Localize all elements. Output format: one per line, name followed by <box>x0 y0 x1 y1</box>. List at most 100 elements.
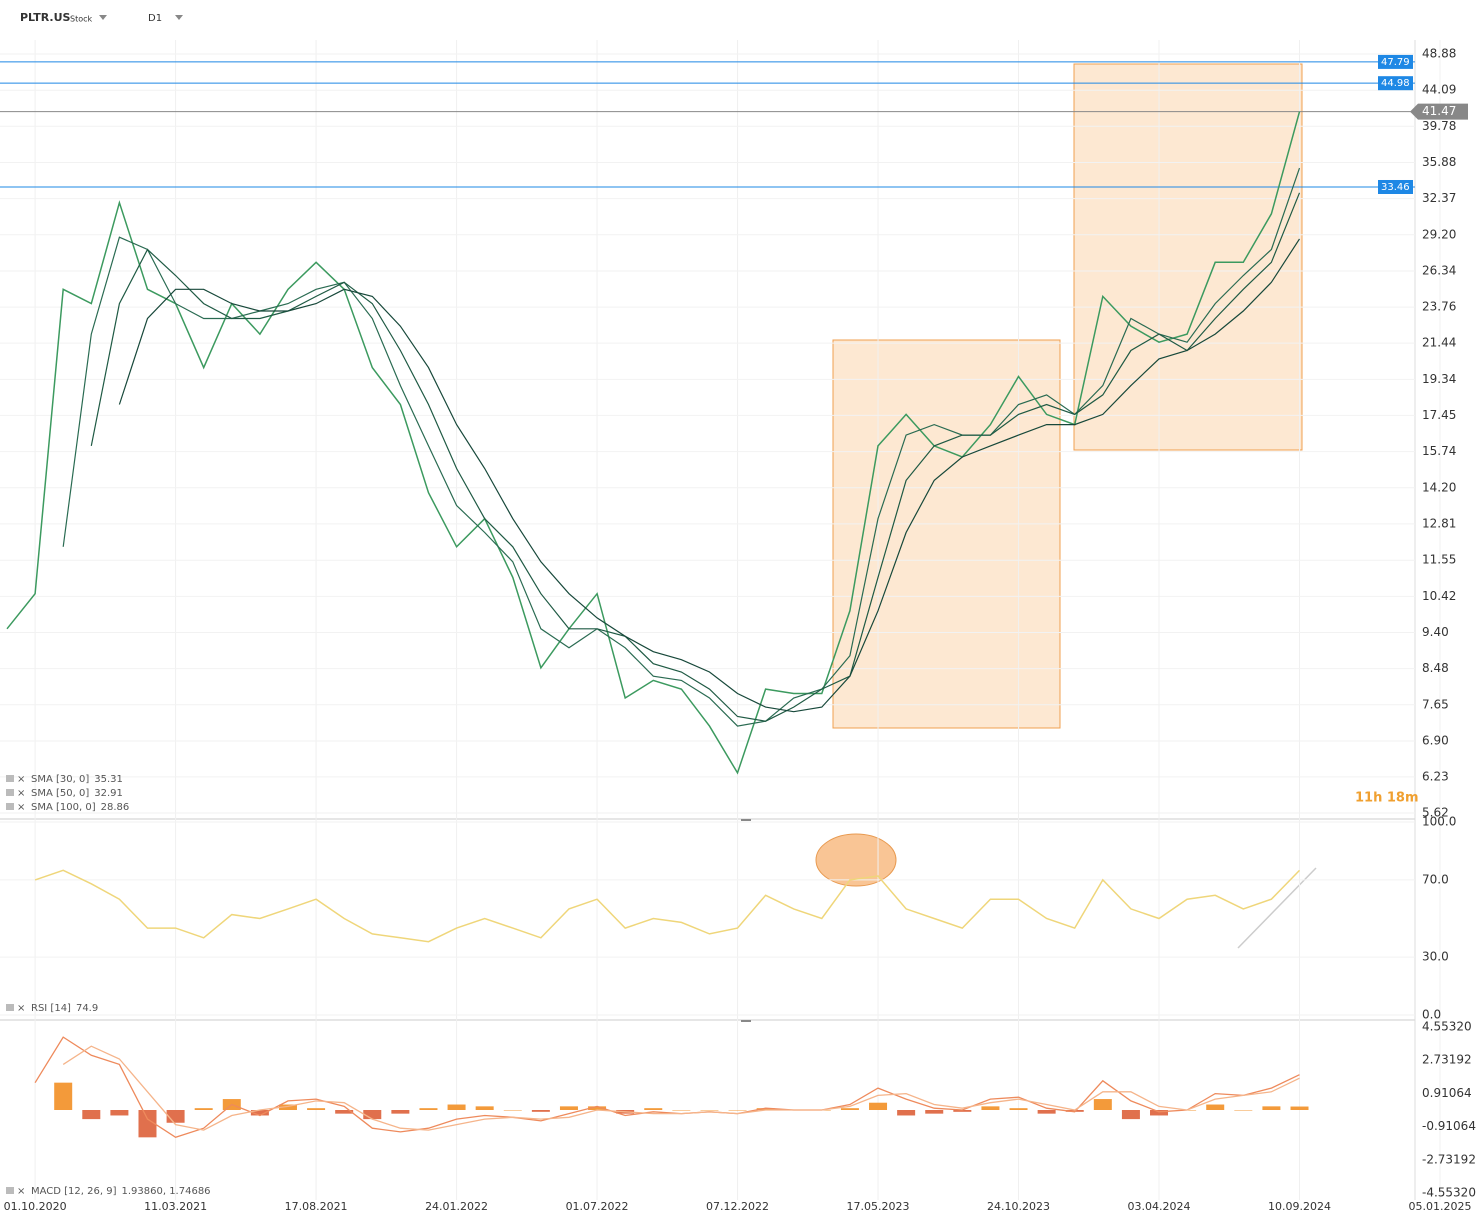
x-tick-label: 24.10.2023 <box>987 1200 1050 1213</box>
histogram-bar <box>840 1108 859 1110</box>
x-tick-label: 01.07.2022 <box>566 1200 629 1213</box>
y-tick-label: 39.78 <box>1422 119 1456 133</box>
series-line <box>118 238 1301 713</box>
trend-line <box>1237 867 1317 949</box>
histogram-bar <box>1262 1106 1281 1110</box>
x-tick-label: 17.08.2021 <box>285 1200 348 1213</box>
histogram-bar <box>1290 1106 1309 1110</box>
histogram-bar <box>110 1110 129 1116</box>
y-tick-label: 35.88 <box>1422 155 1456 169</box>
y-tick-label: 19.34 <box>1422 372 1456 386</box>
y-tick-label: 48.88 <box>1422 47 1456 61</box>
histogram-bar <box>1150 1110 1169 1116</box>
histogram-bar <box>644 1108 663 1110</box>
histogram-bar <box>363 1110 382 1120</box>
y-tick-label: 44.09 <box>1422 83 1456 97</box>
legend-name: RSI [14] <box>31 1003 71 1014</box>
histogram-bar <box>588 1106 607 1110</box>
histogram-bar <box>391 1110 410 1114</box>
histogram-bar <box>756 1108 775 1110</box>
histogram-bar <box>307 1108 326 1110</box>
y-tick-label: 14.20 <box>1422 480 1456 494</box>
histogram-bar <box>1093 1099 1112 1110</box>
y-tick-label: 11.55 <box>1422 553 1456 567</box>
y-tick-label: 17.45 <box>1422 408 1456 422</box>
legend-entry: SMA [30, 0] 35.31 <box>31 774 123 785</box>
x-tick-label: 05.01.2025 <box>1409 1200 1472 1213</box>
highlight-box <box>832 339 1061 729</box>
y-tick-label: 30.0 <box>1422 950 1449 964</box>
x-tick-label: 17.05.2023 <box>847 1200 910 1213</box>
y-tick-label: 2.73192 <box>1422 1053 1472 1067</box>
histogram-bar <box>250 1110 269 1116</box>
series-line <box>6 111 1301 775</box>
legend-value: 28.86 <box>101 802 130 813</box>
y-tick-label: 8.48 <box>1422 661 1449 675</box>
histogram-bar <box>335 1110 354 1114</box>
x-tick-label: 11.03.2021 <box>144 1200 207 1213</box>
legend-value: 32.91 <box>94 788 123 799</box>
histogram-bar <box>672 1110 691 1111</box>
y-tick-label: 23.76 <box>1422 300 1456 314</box>
level-label-box <box>1378 54 1413 69</box>
histogram-bar <box>194 1108 213 1110</box>
histogram-bar <box>475 1106 494 1110</box>
y-tick-label: 100.0 <box>1422 815 1456 829</box>
histogram-bar <box>419 1108 438 1110</box>
instrument-kind: Stock <box>70 15 93 24</box>
histogram-bar <box>82 1110 101 1120</box>
histogram-bar <box>1009 1108 1028 1110</box>
histogram-bar <box>700 1110 719 1111</box>
histogram-bar <box>531 1110 550 1112</box>
y-tick-label: 7.65 <box>1422 697 1449 711</box>
histogram-bar <box>138 1110 157 1138</box>
y-tick-label: 0.0 <box>1422 1008 1441 1022</box>
level-label: 41.47 <box>1422 104 1456 118</box>
x-tick-label: 01.10.2020 <box>4 1200 67 1213</box>
legend-icon <box>6 1004 14 1011</box>
legend-name: SMA [50, 0] <box>31 788 89 799</box>
legend-value: 74.9 <box>76 1003 98 1014</box>
y-tick-label: -2.73192 <box>1422 1152 1476 1166</box>
histogram-bar <box>1206 1104 1225 1110</box>
countdown: 11h 18m <box>1355 791 1419 806</box>
legend-close[interactable]: × <box>17 774 25 785</box>
legend-name: MACD [12, 26, 9] <box>31 1186 117 1197</box>
legend-icon <box>6 803 14 810</box>
legend-close[interactable]: × <box>17 802 25 813</box>
x-tick-label: 10.09.2024 <box>1268 1200 1331 1213</box>
legend-icon <box>6 789 14 796</box>
x-tick-label: 24.01.2022 <box>425 1200 488 1213</box>
y-tick-label: 29.20 <box>1422 227 1456 241</box>
y-tick-label: 0.91064 <box>1422 1086 1472 1100</box>
legend-close[interactable]: × <box>17 1003 25 1014</box>
legend-name: SMA [100, 0] <box>31 802 96 813</box>
level-label: 44.98 <box>1381 78 1410 89</box>
y-tick-label: 5.62 <box>1422 806 1449 820</box>
y-tick-label: 15.74 <box>1422 444 1456 458</box>
histogram-bar <box>869 1102 888 1110</box>
symbol-dropdown[interactable] <box>99 15 107 20</box>
histogram-bar <box>54 1082 73 1110</box>
y-tick-label: 4.55320 <box>1422 1020 1472 1034</box>
y-tick-label: 21.44 <box>1422 336 1456 350</box>
legend-entry: SMA [100, 0] 28.86 <box>31 802 129 813</box>
level-label-box <box>1378 179 1413 194</box>
y-tick-label: 26.34 <box>1422 263 1456 277</box>
legend-close[interactable]: × <box>17 1186 25 1197</box>
y-tick-label: -0.91064 <box>1422 1119 1476 1133</box>
series-line <box>34 869 1301 943</box>
symbol[interactable]: PLTR.US <box>20 11 71 24</box>
y-tick-label: 12.81 <box>1422 516 1456 530</box>
timeframe-dropdown[interactable] <box>175 15 183 20</box>
histogram-bar <box>447 1104 466 1110</box>
timeframe[interactable]: D1 <box>148 13 162 24</box>
y-tick-label: 32.37 <box>1422 191 1456 205</box>
y-tick-label: 10.42 <box>1422 589 1456 603</box>
series-line <box>62 167 1301 727</box>
legend-value: 1.93860, 1.74686 <box>121 1186 210 1197</box>
legend-close[interactable]: × <box>17 788 25 799</box>
level-label: 33.46 <box>1381 182 1410 193</box>
histogram-bar <box>925 1110 944 1114</box>
